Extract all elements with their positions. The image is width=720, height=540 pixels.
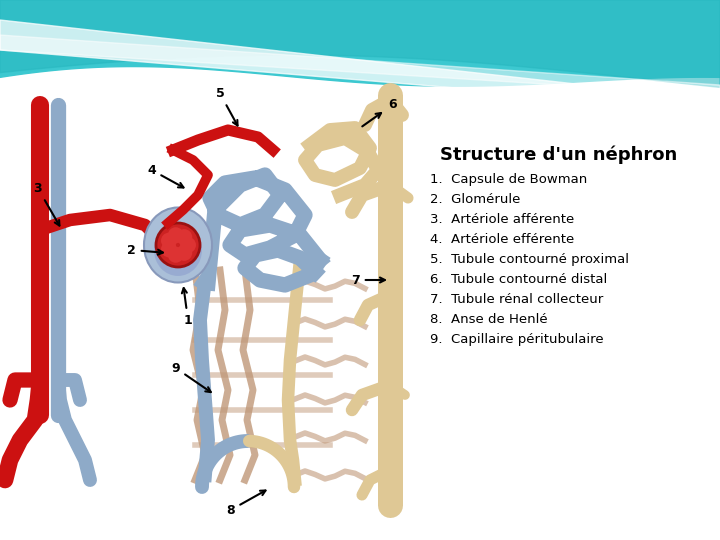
Text: 5.  Tubule contourné proximal: 5. Tubule contourné proximal	[430, 253, 629, 266]
Text: 5: 5	[215, 87, 238, 125]
Circle shape	[168, 227, 184, 243]
Polygon shape	[0, 0, 720, 86]
Circle shape	[176, 245, 192, 261]
Text: 9: 9	[171, 361, 211, 392]
Polygon shape	[0, 0, 720, 87]
Text: 9.  Capillaire péritubulaire: 9. Capillaire péritubulaire	[430, 333, 603, 346]
Circle shape	[161, 241, 177, 258]
Text: 6.  Tubule contourné distal: 6. Tubule contourné distal	[430, 273, 607, 286]
Text: 4.  Artériole efférente: 4. Artériole efférente	[430, 233, 575, 246]
Text: 7: 7	[351, 273, 385, 287]
Text: 1: 1	[182, 288, 192, 327]
Circle shape	[168, 247, 184, 263]
Text: 3: 3	[34, 182, 60, 226]
Text: 2.  Glomérule: 2. Glomérule	[430, 193, 521, 206]
Text: 7.  Tubule rénal collecteur: 7. Tubule rénal collecteur	[430, 293, 603, 306]
Circle shape	[156, 223, 200, 267]
Text: 6: 6	[362, 98, 397, 126]
Circle shape	[176, 229, 192, 245]
Text: 4: 4	[148, 164, 184, 187]
Text: 8.  Anse de Henlé: 8. Anse de Henlé	[430, 313, 548, 326]
Polygon shape	[0, 20, 720, 110]
Text: 1.  Capsule de Bowman: 1. Capsule de Bowman	[430, 173, 588, 186]
Circle shape	[161, 233, 177, 248]
Text: 8: 8	[226, 490, 266, 516]
Circle shape	[180, 237, 196, 253]
Ellipse shape	[144, 207, 212, 282]
Polygon shape	[0, 35, 720, 95]
Text: Structure d'un néphron: Structure d'un néphron	[440, 145, 678, 164]
Ellipse shape	[154, 224, 202, 276]
Text: 3.  Artériole afférente: 3. Artériole afférente	[430, 213, 575, 226]
Text: 2: 2	[127, 244, 163, 256]
